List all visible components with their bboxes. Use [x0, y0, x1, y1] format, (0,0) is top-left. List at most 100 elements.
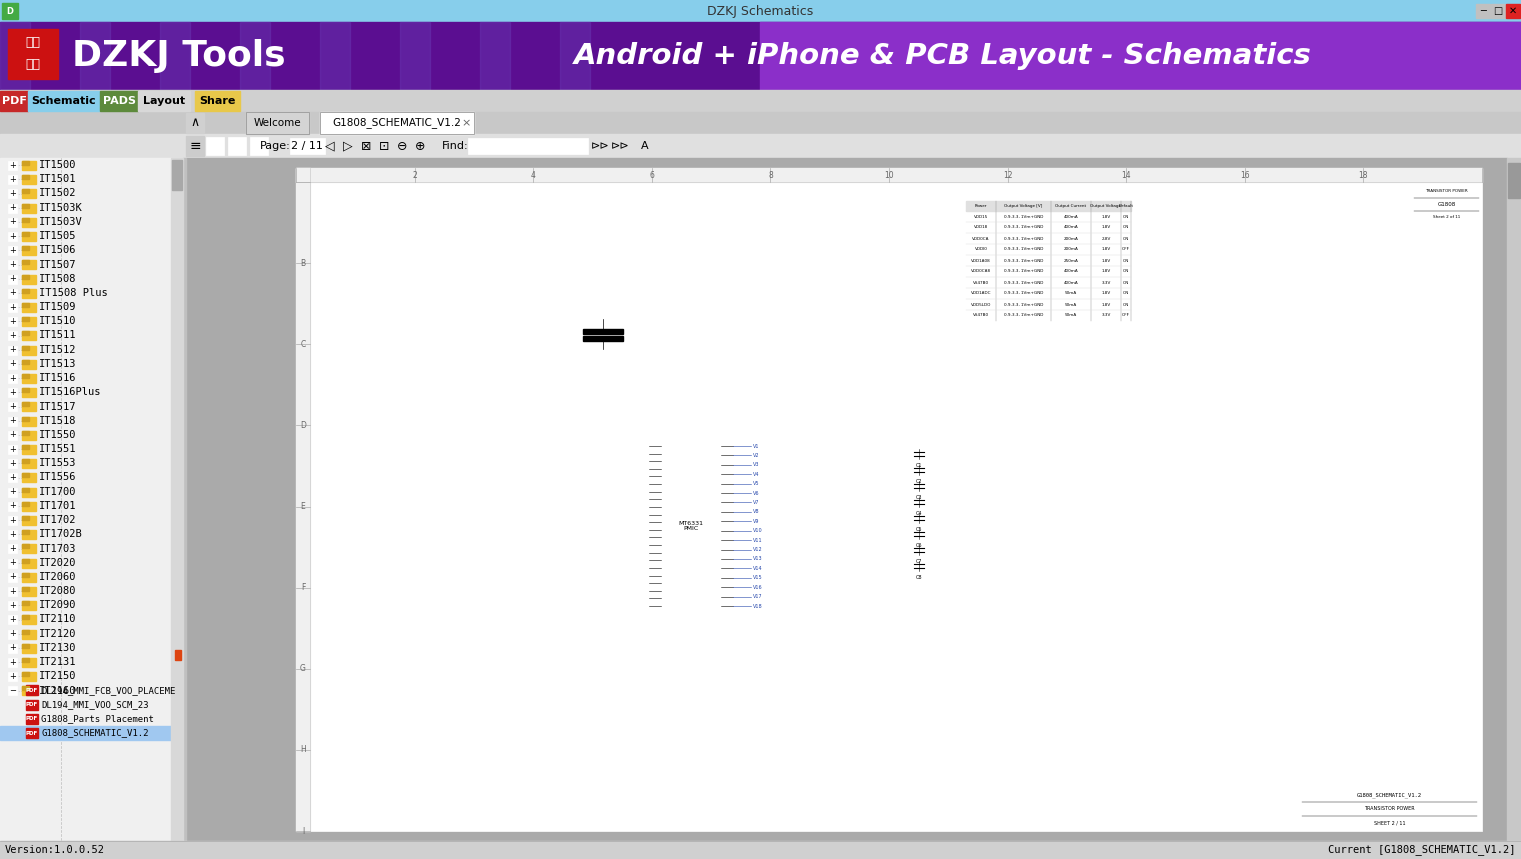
Bar — [21, 204, 37, 212]
Bar — [21, 402, 37, 411]
Text: 250mA: 250mA — [1063, 259, 1078, 263]
Bar — [21, 573, 37, 582]
Bar — [8, 545, 17, 553]
Text: +: + — [9, 473, 15, 482]
Text: 0.9-3.3, 1Vm+GND: 0.9-3.3, 1Vm+GND — [1004, 236, 1043, 241]
Text: 0.9-3.3, 1Vm+GND: 0.9-3.3, 1Vm+GND — [1004, 270, 1043, 273]
Text: 0.9-3.3, 1Vm+GND: 0.9-3.3, 1Vm+GND — [1004, 281, 1043, 284]
Text: D: D — [6, 7, 14, 15]
Bar — [8, 530, 17, 539]
Text: V9: V9 — [753, 519, 759, 524]
Text: IT2150: IT2150 — [40, 671, 76, 681]
Text: 18: 18 — [1358, 170, 1369, 180]
Text: 12: 12 — [1002, 170, 1013, 180]
Bar — [21, 587, 37, 596]
Text: 8: 8 — [768, 170, 773, 180]
Bar — [21, 161, 37, 170]
Text: 50mA: 50mA — [1065, 314, 1077, 318]
Text: Output Voltage [V]: Output Voltage [V] — [1004, 204, 1043, 208]
Text: ON: ON — [1122, 259, 1129, 263]
Bar — [81, 22, 110, 90]
Text: IT1518: IT1518 — [40, 416, 76, 426]
Text: Android + iPhone & PCB Layout - Schematics: Android + iPhone & PCB Layout - Schemati… — [573, 42, 1313, 70]
Bar — [21, 673, 29, 676]
Text: DZKJ Schematics: DZKJ Schematics — [707, 4, 814, 17]
Bar — [21, 545, 37, 553]
Bar — [8, 374, 17, 383]
Bar — [297, 168, 1481, 831]
Bar — [21, 473, 37, 483]
Text: VDD0CA: VDD0CA — [972, 236, 990, 241]
Bar — [8, 218, 17, 227]
Bar — [8, 175, 17, 184]
Bar — [8, 289, 17, 298]
Bar — [21, 488, 37, 497]
Text: G1808_Parts Placement: G1808_Parts Placement — [41, 715, 154, 723]
Text: 400mA: 400mA — [1063, 281, 1078, 284]
Bar — [1415, 184, 1478, 224]
Text: V6: V6 — [753, 490, 759, 496]
Text: Find:: Find: — [443, 141, 468, 151]
Text: C7: C7 — [916, 559, 922, 564]
Text: IT1502: IT1502 — [40, 188, 76, 198]
Text: 1.8V: 1.8V — [1101, 259, 1110, 263]
Bar — [297, 168, 1481, 182]
Text: 50mA: 50mA — [1065, 291, 1077, 295]
Text: +: + — [9, 317, 15, 326]
Bar — [26, 699, 38, 710]
Text: G1808: G1808 — [1437, 202, 1456, 206]
Text: +: + — [9, 274, 15, 283]
Bar — [21, 417, 37, 425]
Text: 400mA: 400mA — [1063, 270, 1078, 273]
Bar — [319, 112, 475, 134]
Bar — [21, 204, 29, 208]
Text: IT1508 Plus: IT1508 Plus — [40, 288, 108, 298]
Bar — [8, 204, 17, 212]
Bar — [21, 673, 37, 681]
Text: ▷: ▷ — [344, 139, 353, 153]
Bar — [21, 431, 37, 440]
Bar — [21, 189, 37, 198]
Text: IT1505: IT1505 — [40, 231, 76, 241]
Bar — [760, 22, 1519, 90]
Bar — [21, 445, 37, 454]
Text: +: + — [9, 459, 15, 468]
Bar — [21, 530, 29, 534]
Text: IT1509: IT1509 — [40, 302, 76, 312]
Bar — [966, 201, 1132, 321]
Text: +: + — [9, 402, 15, 411]
Bar — [21, 218, 37, 227]
Bar — [21, 417, 29, 421]
Text: D: D — [300, 421, 306, 430]
Text: ON: ON — [1122, 226, 1129, 229]
Bar — [291, 138, 325, 154]
Text: V5: V5 — [753, 481, 759, 486]
Text: IT1503V: IT1503V — [40, 217, 82, 227]
Text: ON: ON — [1122, 291, 1129, 295]
Text: C5: C5 — [916, 527, 922, 532]
Text: PDF: PDF — [26, 716, 38, 722]
Text: +: + — [9, 643, 15, 652]
Text: 3.3V: 3.3V — [1101, 281, 1110, 284]
Text: VDD18: VDD18 — [973, 226, 989, 229]
Text: TRANSISTOR POWER: TRANSISTOR POWER — [1364, 807, 1415, 812]
Bar — [8, 460, 17, 468]
Text: +: + — [9, 174, 15, 184]
Bar — [21, 558, 37, 568]
Text: 1.8V: 1.8V — [1101, 226, 1110, 229]
Bar — [21, 488, 29, 491]
Bar — [21, 175, 29, 180]
Text: V1: V1 — [753, 443, 759, 448]
Text: IT2130: IT2130 — [40, 643, 76, 653]
Text: +: + — [9, 502, 15, 510]
Text: ✕: ✕ — [1509, 6, 1516, 16]
Text: V4: V4 — [753, 472, 759, 477]
Text: G: G — [300, 664, 306, 673]
Bar — [21, 247, 29, 250]
Text: 3.3V: 3.3V — [1101, 314, 1110, 318]
Text: IT1501: IT1501 — [40, 174, 76, 185]
Text: +: + — [9, 672, 15, 681]
Text: OFF: OFF — [1122, 247, 1130, 252]
Text: ▷: ▷ — [173, 842, 181, 852]
Bar — [21, 189, 29, 193]
